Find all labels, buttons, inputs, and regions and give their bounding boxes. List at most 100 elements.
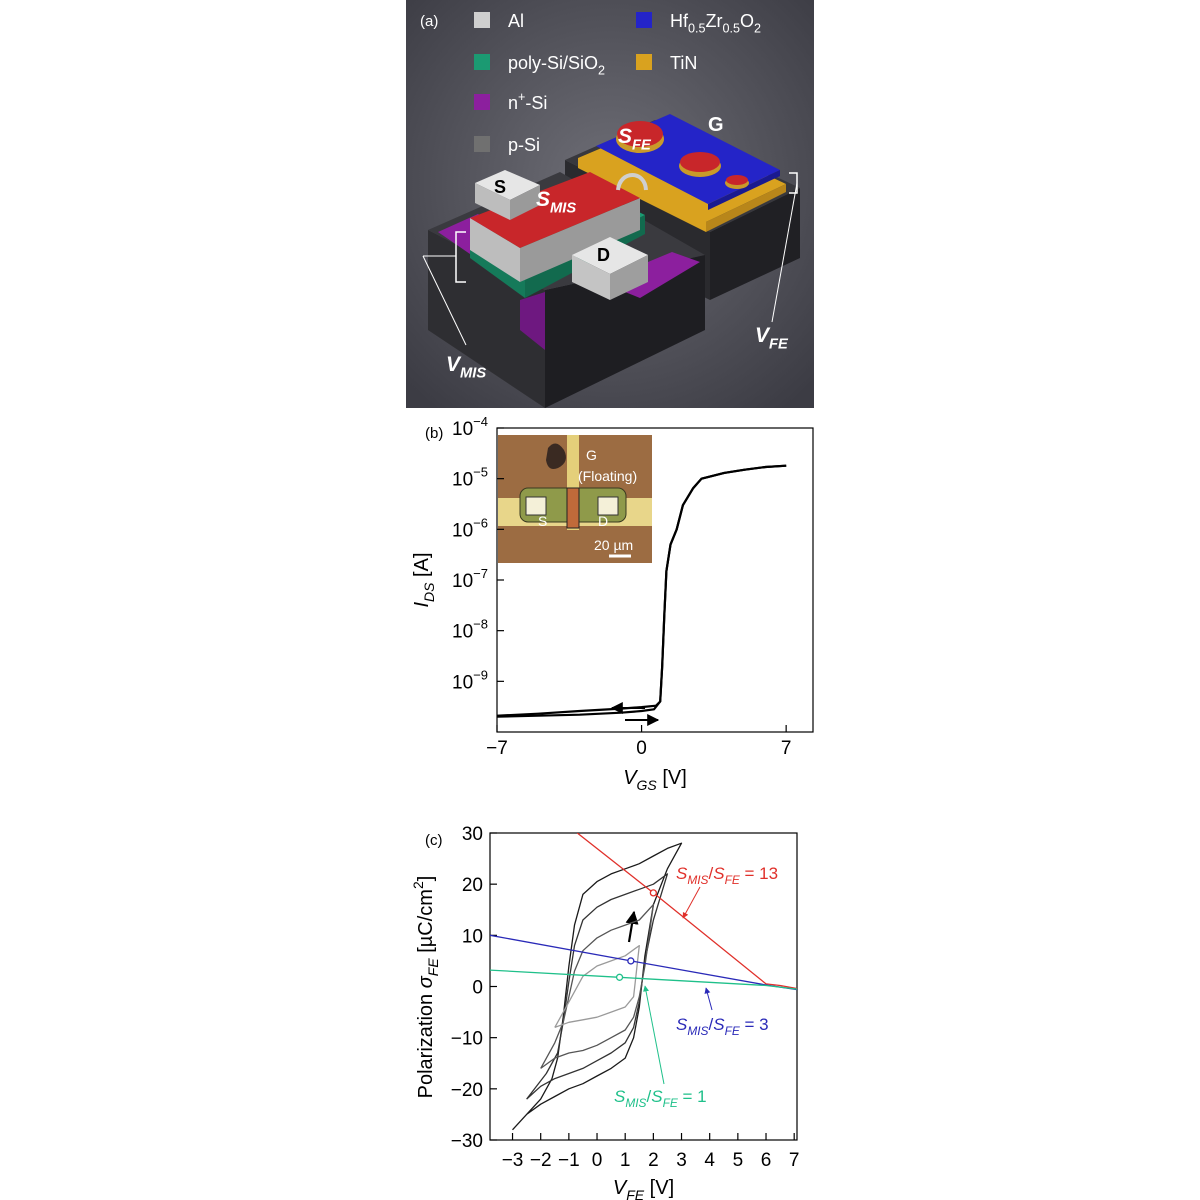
text-run: ] <box>415 876 437 882</box>
text-run: S <box>713 1015 725 1034</box>
text-run: D <box>597 245 610 265</box>
y-tick-label: 30 <box>462 824 483 845</box>
annotation: SMIS/SFE = 3 <box>676 1015 769 1038</box>
tick-exponent: −4 <box>473 414 488 429</box>
device-label: VFE <box>755 324 789 352</box>
tick-exponent: −8 <box>473 617 488 632</box>
plot-area <box>490 833 797 1131</box>
series-line <box>497 464 787 717</box>
x-tick-label: 7 <box>789 1150 800 1171</box>
legend-label: n+-Si <box>508 90 547 113</box>
device-label: S <box>494 177 506 197</box>
legend-label: Hf0.5Zr0.5O2 <box>670 11 761 35</box>
panel-label: (a) <box>420 13 438 30</box>
text-run: [A] <box>411 552 433 582</box>
legend-swatch <box>474 12 490 28</box>
y-tick-label: 0 <box>472 978 483 999</box>
text-run: 0.5 <box>688 21 706 35</box>
text-run: V <box>755 324 771 347</box>
device-label: SMIS <box>536 188 576 216</box>
x-axis-label: VGS [V] <box>623 767 687 793</box>
annotation-arrows <box>625 886 713 1085</box>
text-run: poly-Si/SiO <box>508 53 598 73</box>
panel-label: (b) <box>425 425 443 442</box>
tick-exponent: −6 <box>473 515 488 530</box>
x-tick-label: 3 <box>676 1150 687 1171</box>
tick-base: 10 <box>452 419 473 440</box>
text-run: FE <box>769 336 789 352</box>
tick-exponent: −9 <box>473 667 488 682</box>
y-tick-label: 10 <box>462 926 483 947</box>
text-run: [µC/cm <box>415 889 437 958</box>
text-run: [V] <box>657 767 687 789</box>
text-run: MIS <box>460 365 486 381</box>
inset-label: G <box>586 447 597 463</box>
y-tick-label: 10−4 <box>452 414 488 440</box>
text-run: n <box>508 93 518 113</box>
tick-base: 10 <box>452 571 473 592</box>
text-run: S <box>713 864 725 883</box>
x-axis-label: VFE [V] <box>613 1177 674 1200</box>
tick-base: 10 <box>452 520 473 541</box>
device-label: G <box>708 114 724 136</box>
annotation: SMIS/SFE = 1 <box>614 1087 707 1110</box>
text-run: Hf <box>670 11 689 31</box>
legend-swatch <box>474 94 490 110</box>
series-line <box>490 934 797 991</box>
inset-label: 20 µm <box>594 537 633 553</box>
text-run: / <box>708 1015 713 1034</box>
legend-swatch <box>636 12 652 28</box>
text-run: S <box>536 188 550 211</box>
panel-label: (c) <box>425 832 443 849</box>
y-tick-label: 10−8 <box>452 617 488 643</box>
device-label: D <box>597 245 610 265</box>
plot-area <box>497 464 787 718</box>
y-tick-label: 10−9 <box>452 667 488 693</box>
text-run: MIS <box>550 200 576 216</box>
y-tick-label: −30 <box>451 1131 483 1152</box>
text-run: 2 <box>410 881 426 889</box>
tick-exponent: −7 <box>473 566 488 581</box>
legend-label: p-Si <box>508 135 540 155</box>
x-tick-label: −1 <box>558 1150 580 1171</box>
text-run: MIS <box>687 1024 708 1038</box>
y-axis-label: IDS [A] <box>411 552 437 607</box>
text-run: FE <box>632 137 652 153</box>
series-line <box>526 873 669 1100</box>
series-line <box>554 944 640 1029</box>
text-run: 0.5 <box>723 21 741 35</box>
text-run: MIS <box>625 1096 646 1110</box>
tick-base: 10 <box>452 470 473 491</box>
x-tick-label: 7 <box>781 738 792 759</box>
y-tick-label: −20 <box>451 1080 483 1101</box>
y-tick-label: 20 <box>462 875 483 896</box>
legend-label: Al <box>508 11 524 31</box>
text-run: FE <box>626 1187 645 1200</box>
text-run: + <box>518 90 525 104</box>
text-run: GS <box>637 777 658 793</box>
text-run: MIS <box>687 873 708 887</box>
y-tick-label: −10 <box>451 1029 483 1050</box>
intersection-point <box>615 973 624 981</box>
text-run: Polarization <box>415 988 437 1098</box>
inset-label: (Floating) <box>578 468 637 484</box>
device-label: SFE <box>618 125 652 153</box>
text-run: S <box>494 177 506 197</box>
x-tick-label: 6 <box>761 1150 772 1171</box>
text-run: σ <box>415 975 437 988</box>
tick-exponent: −5 <box>473 465 488 480</box>
x-tick-label: 0 <box>592 1150 603 1171</box>
series-line <box>540 903 655 1069</box>
text-run: / <box>708 864 713 883</box>
x-tick-label: −3 <box>502 1150 524 1171</box>
tick-base: 10 <box>452 672 473 693</box>
legend-label: TiN <box>670 53 697 73</box>
text-run: V <box>623 767 638 789</box>
legend-swatch <box>636 54 652 70</box>
text-run: TiN <box>670 53 697 73</box>
text-run: S <box>614 1087 626 1106</box>
x-tick-label: 1 <box>620 1150 631 1171</box>
text-run: G <box>708 114 724 136</box>
text-run: V <box>446 353 462 376</box>
